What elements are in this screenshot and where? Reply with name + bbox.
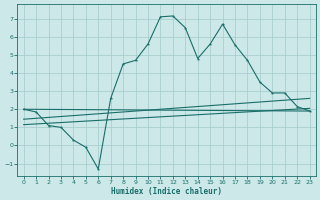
X-axis label: Humidex (Indice chaleur): Humidex (Indice chaleur) bbox=[111, 187, 222, 196]
